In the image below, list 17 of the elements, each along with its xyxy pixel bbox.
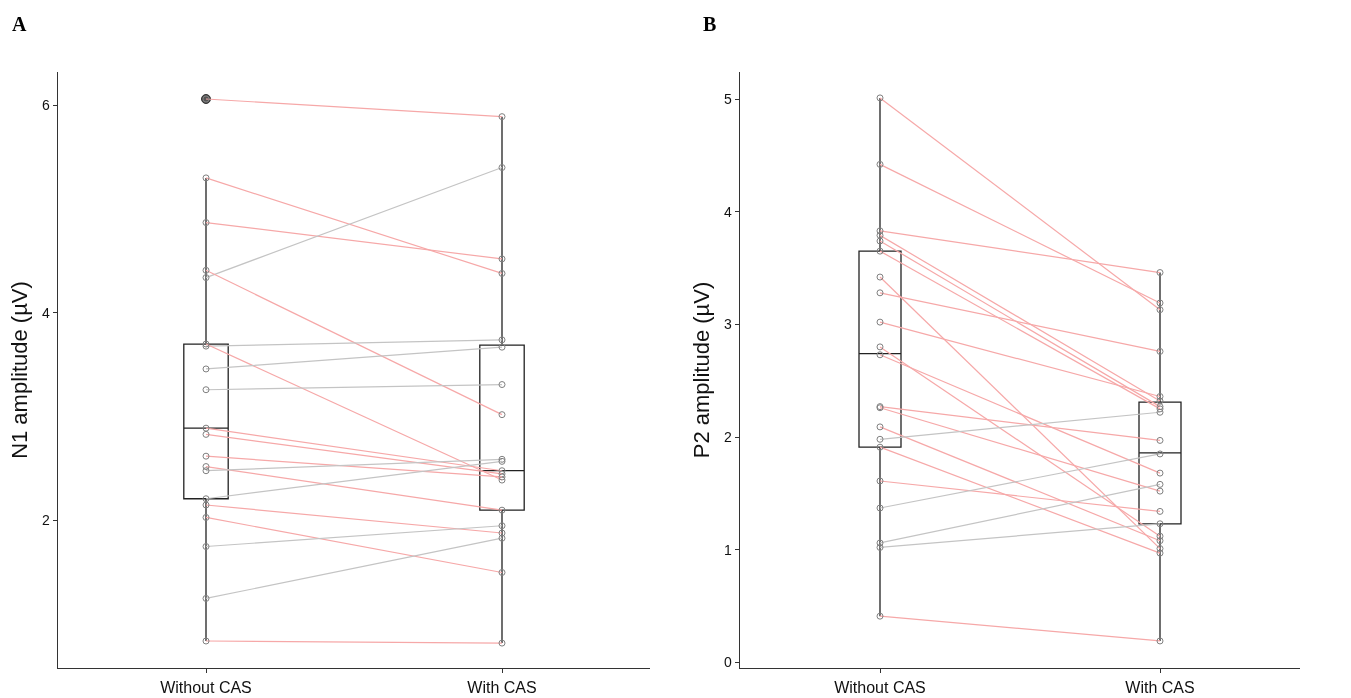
y-tick-label: 4 (724, 203, 733, 220)
x-tick-label: Without CAS (160, 678, 252, 696)
x-tick-label: With CAS (1125, 678, 1195, 696)
y-tick-label: 1 (724, 541, 733, 558)
chart-title: B (703, 13, 717, 36)
y-tick-label: 3 (724, 316, 733, 333)
y-axis-title: P2 amplitude (µV) (689, 281, 715, 459)
y-axis-title: N1 amplitude (µV) (7, 281, 33, 459)
y-tick-label: 4 (42, 304, 51, 321)
y-tick-label: 0 (724, 654, 733, 671)
x-tick-label: With CAS (467, 678, 537, 696)
x-tick-label: Without CAS (834, 678, 926, 696)
y-tick-label: 6 (42, 97, 51, 114)
y-tick-label: 2 (42, 512, 51, 529)
y-tick-label: 2 (724, 428, 733, 445)
y-tick-label: 5 (724, 90, 733, 107)
chart-title: A (12, 13, 27, 36)
